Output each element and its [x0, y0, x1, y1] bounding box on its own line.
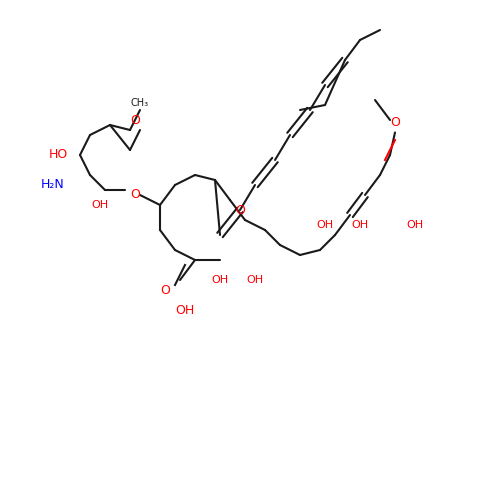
Text: O: O — [160, 284, 170, 296]
Text: OH: OH — [406, 220, 424, 230]
Text: O: O — [130, 114, 140, 126]
Text: O: O — [130, 188, 140, 202]
Text: OH: OH — [316, 220, 334, 230]
Text: CH₃: CH₃ — [131, 98, 149, 108]
Text: HO: HO — [48, 148, 68, 162]
Text: OH: OH — [212, 275, 228, 285]
Text: OH: OH — [176, 304, 195, 316]
Text: OH: OH — [246, 275, 264, 285]
Text: O: O — [390, 116, 400, 129]
Text: O: O — [235, 204, 245, 216]
Text: OH: OH — [352, 220, 368, 230]
Text: OH: OH — [92, 200, 108, 210]
Text: H₂N: H₂N — [41, 178, 65, 192]
